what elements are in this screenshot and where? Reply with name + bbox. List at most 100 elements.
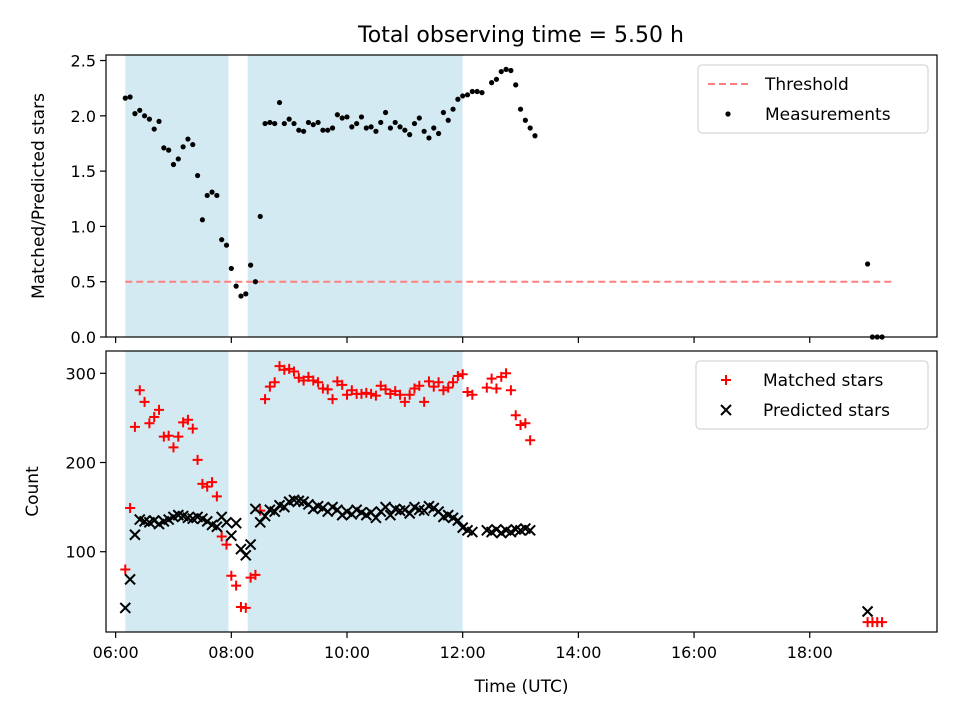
measurement-point <box>146 116 152 122</box>
measurement-point <box>248 262 254 268</box>
measurement-point <box>387 125 393 131</box>
matched-star-point <box>486 373 497 384</box>
measurement-point <box>156 118 162 124</box>
matched-star-point <box>370 390 381 401</box>
measurement-point <box>503 66 509 72</box>
legend-label: Predicted stars <box>763 401 890 421</box>
matched-star-point <box>139 396 150 407</box>
measurement-point <box>175 156 181 162</box>
matched-star-point <box>125 503 136 514</box>
top-axes-frame <box>105 54 938 338</box>
legend-matched-swatch <box>721 375 731 385</box>
measurement-point <box>243 291 249 297</box>
matched-star-point <box>269 377 280 388</box>
measurement-point <box>373 128 379 134</box>
measurement-point <box>416 115 422 121</box>
bottom-legend-box <box>695 360 929 430</box>
measurement-point <box>349 124 355 130</box>
matched-star-point <box>216 531 227 542</box>
measurement-point <box>223 242 230 248</box>
xtick-label: 16:00 <box>671 643 717 662</box>
measurement-point <box>209 189 215 195</box>
matched-star-point <box>207 477 218 488</box>
measurement-point <box>122 95 128 101</box>
measurement-point <box>267 119 273 126</box>
matched-star-point <box>211 491 222 502</box>
matched-star-point <box>231 580 242 591</box>
bottom-shaded-interval-0 <box>125 351 229 632</box>
matched-star-point <box>366 388 377 399</box>
legend-label: Matched stars <box>763 371 883 391</box>
matched-star-point <box>260 394 271 405</box>
matched-star-point <box>173 431 184 442</box>
bottom-axes-frame <box>105 350 938 633</box>
measurement-point <box>344 114 350 120</box>
predicted-star-point <box>452 514 464 527</box>
xtick-label: 18:00 <box>787 643 833 662</box>
measurement-point <box>397 124 403 130</box>
predicted-star-point <box>225 529 238 542</box>
top-panel: 0.0 0.5 1.0 1.5 2.0 2.5 Matched/Predicted star… <box>29 52 938 347</box>
measurement-point <box>440 109 447 116</box>
legend-measurements-swatch <box>725 111 731 117</box>
matched-star-point <box>423 376 434 387</box>
predicted-star-point <box>119 602 131 614</box>
measurement-point <box>864 261 871 267</box>
legend-label: Measurements <box>765 105 891 125</box>
predicted-star-point <box>259 510 271 522</box>
x-axis-label: Time (UTC) <box>474 677 569 697</box>
top-legend-box <box>697 64 929 134</box>
matched-star-point <box>419 396 430 407</box>
measurement-point <box>464 92 471 98</box>
predicted-star-point <box>379 501 392 513</box>
measurement-point <box>233 283 239 289</box>
matched-star-point <box>120 564 131 575</box>
matched-star-point <box>226 570 237 581</box>
measurement-point <box>137 107 143 113</box>
measurement-point <box>161 145 167 151</box>
predicted-star-point <box>220 516 233 528</box>
matched-star-point <box>308 375 319 386</box>
predicted-star-point <box>249 503 262 515</box>
measurement-point <box>180 144 186 150</box>
predicted-star-point <box>240 549 252 561</box>
matched-star-point <box>525 435 536 446</box>
matched-star-point <box>428 381 439 392</box>
measurement-point <box>474 88 480 95</box>
bottom-ytick-label: 300 <box>65 364 96 383</box>
top-ytick-label: 1.5 <box>71 162 96 181</box>
measurement-point <box>382 109 389 116</box>
top-ytick-label: 1.0 <box>71 217 96 236</box>
measurement-point <box>508 67 514 74</box>
matched-star-point <box>322 384 333 395</box>
top-ytick-label: 2.5 <box>71 52 96 71</box>
xtick-label: 10:00 <box>324 643 370 662</box>
matched-star-point <box>520 418 531 429</box>
matched-star-point <box>380 384 391 395</box>
matched-star-point <box>443 382 454 393</box>
measurement-point <box>469 88 475 95</box>
measurement-point <box>334 112 340 118</box>
measurement-point <box>204 192 210 199</box>
predicted-star-point <box>124 573 136 586</box>
measurement-point <box>455 96 461 102</box>
matched-star-point <box>414 380 425 391</box>
predicted-star-point <box>861 605 874 618</box>
matched-star-point <box>395 389 406 400</box>
measurement-point <box>296 127 302 133</box>
matched-star-point <box>250 569 261 580</box>
matched-star-point <box>313 377 324 388</box>
matched-star-point <box>163 430 174 441</box>
measurement-point <box>262 120 268 127</box>
measurement-point <box>151 126 157 132</box>
matched-star-point <box>877 617 888 628</box>
matched-star-point <box>404 389 415 400</box>
measurement-point <box>305 119 312 126</box>
predicted-star-point <box>466 526 479 538</box>
matched-star-point <box>510 410 521 421</box>
measurement-point <box>479 90 485 96</box>
matched-star-point <box>452 370 463 381</box>
measurement-point <box>329 125 336 131</box>
measurement-point <box>272 120 278 127</box>
measurement-point <box>378 119 384 126</box>
